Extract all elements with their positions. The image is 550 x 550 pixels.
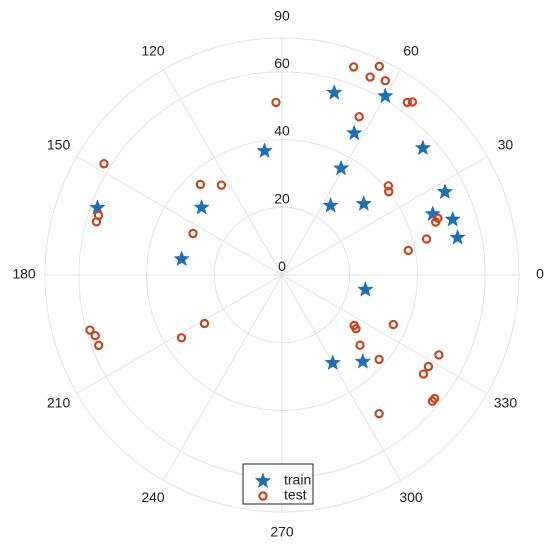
angle-tick-label: 150 [47,137,71,153]
test-point [402,97,413,108]
train-point [173,250,190,267]
train-point [332,159,350,176]
train-point [355,195,373,211]
grid-spoke [163,274,283,481]
legend-circle-icon [258,491,268,501]
test-point [216,180,227,190]
test-point [365,72,375,82]
polar-grid [44,37,520,513]
train-point [376,87,394,104]
grid-spoke [163,69,283,276]
train-point [325,84,343,100]
radius-tick-labels: 0 20 40 60 [274,55,290,274]
legend-test-marker [258,491,268,501]
test-point [176,333,187,343]
angle-tick-label: 0 [536,266,544,282]
train-point [354,352,372,369]
radius-tick-label: 20 [274,190,290,206]
test-point [199,318,210,329]
train-point [414,139,432,156]
train-point [449,228,466,245]
train-point [256,142,273,158]
test-point [384,186,394,197]
legend-box [242,463,314,505]
test-point [418,369,429,379]
legend-train-label: train [284,472,311,488]
grid-spoke [281,69,401,276]
radius-tick-label: 60 [274,55,290,71]
angle-tick-label: 300 [399,489,423,505]
train-point [324,354,342,371]
train-point [357,280,374,297]
legend: train test [242,463,314,505]
angle-tick-label: 270 [270,524,294,540]
test-point [374,354,384,365]
test-point [93,340,104,351]
test-point [434,350,444,360]
legend-train-marker [254,472,272,489]
angle-tick-label: 90 [274,8,290,24]
test-point [429,393,440,404]
test-point [188,228,198,239]
grid-spoke [76,156,283,276]
grid-spoke [281,274,401,481]
test-point [374,408,384,419]
test-point [388,319,399,330]
test-point [423,361,434,372]
radius-tick-label: 40 [274,123,290,139]
legend-star-icon [254,472,272,489]
angle-tick-label: 30 [498,137,514,153]
train-point [345,124,363,141]
test-point [430,217,441,227]
test-point [355,340,365,350]
angle-tick-label: 180 [12,266,36,282]
test-point [383,181,394,191]
grid-spoke [281,274,488,394]
angle-tick-label: 120 [141,42,165,58]
test-point [374,61,384,72]
test-point [403,245,413,256]
angle-tick-label: 60 [403,42,419,58]
angle-tick-label: 330 [494,395,518,411]
train-point [444,210,461,227]
legend-test-label: test [284,487,307,503]
test-point [271,97,281,108]
train-point [193,198,210,215]
test-point [91,217,102,227]
angle-tick-label: 210 [47,395,71,411]
angle-tick-labels: 0 30 60 90 120 150 180 210 240 270 300 330 [12,8,544,540]
angle-tick-label: 240 [141,489,165,505]
train-series [89,84,466,371]
train-point [436,183,454,200]
test-point [348,62,359,72]
test-point [99,159,109,169]
train-point [322,196,339,213]
test-point [380,75,391,86]
test-point [195,179,206,190]
grid-spoke [281,156,488,276]
test-point [349,320,359,331]
test-point [354,112,364,122]
test-point [90,330,100,341]
radius-tick-label: 0 [278,258,286,274]
test-point [421,234,432,244]
test-point [407,97,418,107]
train-point [424,205,441,222]
test-series [85,61,444,419]
test-point [85,325,95,335]
